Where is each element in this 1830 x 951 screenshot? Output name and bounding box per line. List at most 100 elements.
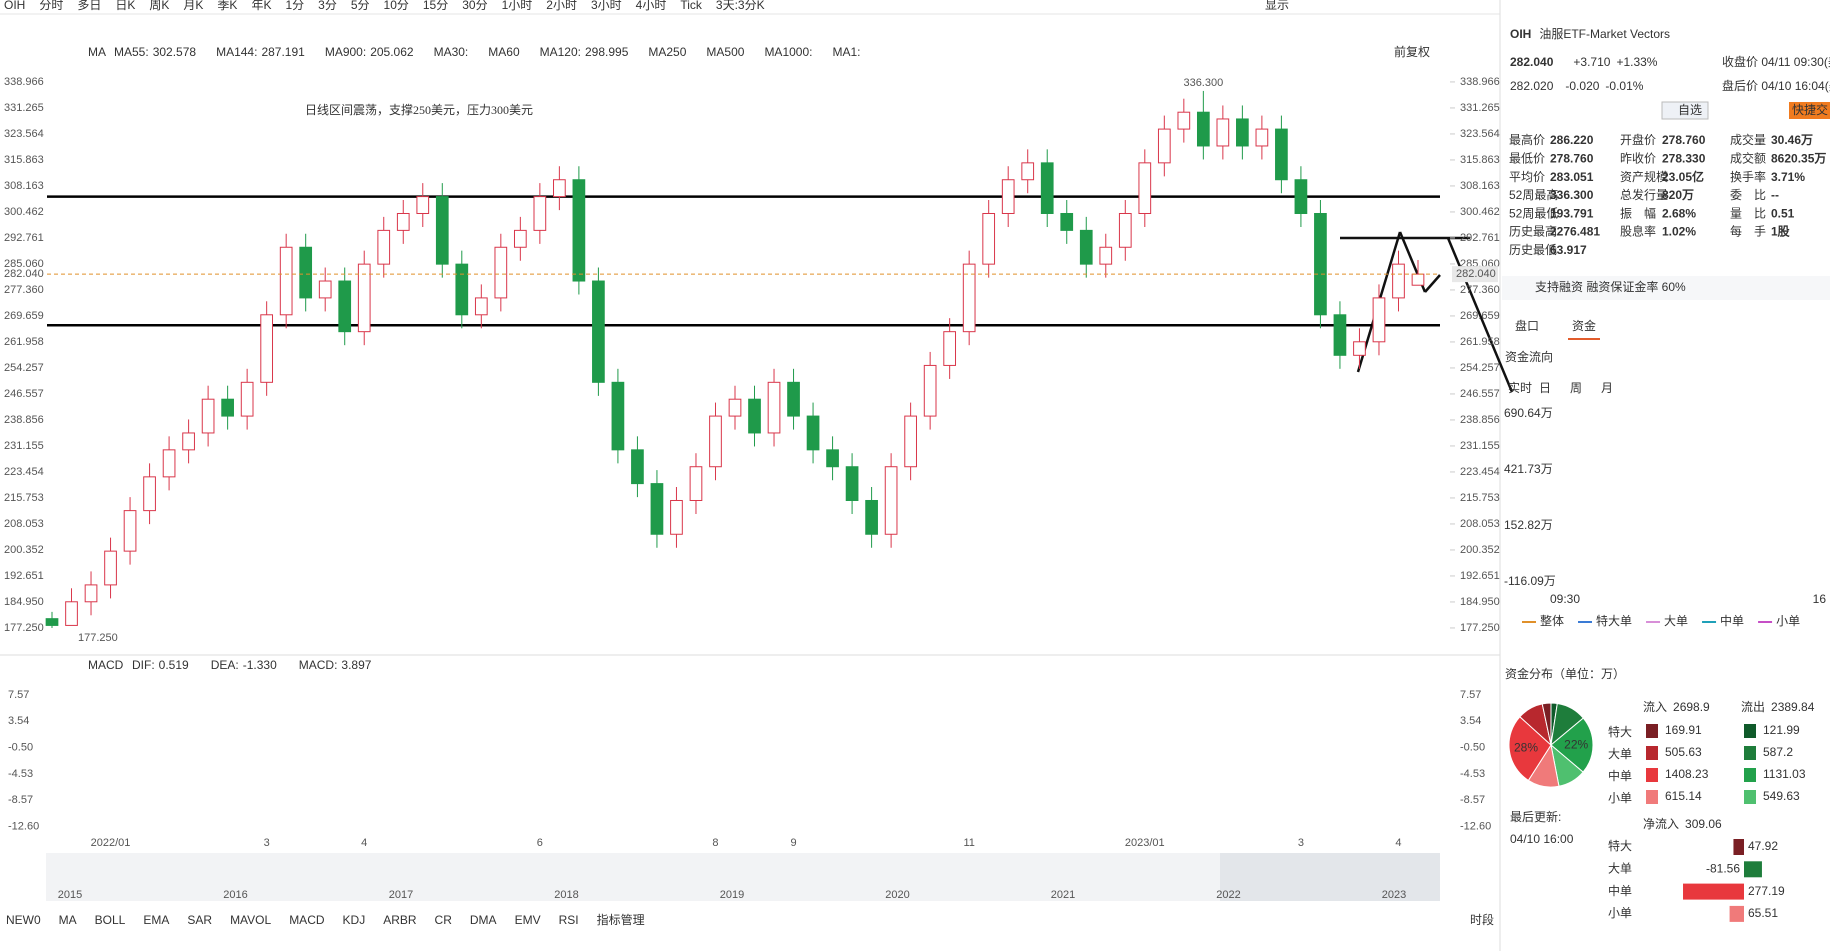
chart-annotation: 日线区间震荡，支撑250美元，压力300美元 <box>305 102 533 117</box>
net-value: 277.19 <box>1748 884 1785 898</box>
y-tick-label-right: 254.257 <box>1460 362 1500 374</box>
indicator-tab[interactable]: MAVOL <box>230 913 271 927</box>
toolbar-item[interactable]: Tick <box>680 0 703 12</box>
net-row-label: 特大 <box>1608 838 1632 853</box>
ma-name[interactable]: MA55: <box>114 45 149 59</box>
indicator-tab[interactable]: BOLL <box>95 913 126 927</box>
candle-body <box>650 483 664 535</box>
toolbar-item[interactable]: 月K <box>183 0 203 12</box>
ma-name[interactable]: MA500 <box>706 45 744 59</box>
quick-trade[interactable] <box>1789 102 1830 119</box>
toolbar-item[interactable]: 3小时 <box>591 0 622 12</box>
macd-tick-label-right: -12.60 <box>1460 820 1491 832</box>
indicator-tab[interactable]: ARBR <box>383 913 417 927</box>
y-tick-label: 269.659 <box>4 310 44 322</box>
flow-period[interactable]: 月 <box>1601 381 1613 395</box>
navigator-window[interactable] <box>1220 853 1440 901</box>
indicator-tab[interactable]: MA <box>59 913 77 927</box>
y-tick-label: 231.155 <box>4 440 44 452</box>
macd-tick-label: -8.57 <box>8 794 33 806</box>
indicator-tab[interactable]: KDJ <box>343 913 366 927</box>
quick-trade-label[interactable]: 快捷交 <box>1792 102 1828 117</box>
flow-row-label: 特大 <box>1608 724 1632 739</box>
toolbar-item[interactable]: 3天:3分K <box>716 0 765 12</box>
ma-name[interactable]: MA120: <box>540 45 581 59</box>
x-tick-label: 2022/01 <box>91 837 131 849</box>
flow-period[interactable]: 实时 <box>1508 380 1532 395</box>
period-button[interactable]: 时段 <box>1470 912 1494 927</box>
watch-label[interactable]: 自选 <box>1678 103 1702 117</box>
ma-name[interactable]: MA144: <box>216 45 257 59</box>
candle-body <box>1157 128 1171 164</box>
indicator-tab[interactable]: DMA <box>470 913 497 927</box>
adjust[interactable]: 前复权 <box>1394 44 1430 59</box>
tab[interactable]: 盘口 <box>1515 318 1539 333</box>
change: +3.710 <box>1573 55 1610 69</box>
macd-tick-label: -12.60 <box>8 820 39 832</box>
flow-swatch <box>1646 746 1658 760</box>
navigator[interactable] <box>46 853 1440 901</box>
candle-body <box>45 618 59 626</box>
toolbar-item[interactable]: 季K <box>217 0 237 12</box>
ma-label: MA <box>88 45 106 59</box>
indicator-tab[interactable]: CR <box>435 913 453 927</box>
pie-label: 22% <box>1564 737 1588 751</box>
toolbar-right[interactable]: 显示 <box>1265 0 1289 12</box>
indicator-tab[interactable]: NEW0 <box>6 913 41 927</box>
y-tick-label: 323.564 <box>4 128 44 140</box>
candle-body <box>787 381 800 417</box>
candle-body <box>767 381 781 434</box>
indicator-tab[interactable]: EMA <box>143 913 169 927</box>
y-tick-label-right: 215.753 <box>1460 492 1500 504</box>
candle-body <box>709 415 722 468</box>
y-tick-label-right: 331.265 <box>1460 102 1500 114</box>
indicator-tab[interactable]: MACD <box>289 913 325 927</box>
flow-period[interactable]: 日 <box>1539 381 1551 395</box>
security-name: 油服ETF-Market Vectors <box>1539 27 1670 41</box>
toolbar-item[interactable]: 日K <box>115 0 135 12</box>
toolbar-item[interactable]: 年K <box>251 0 271 12</box>
y-tick-label: 200.352 <box>4 544 44 556</box>
net-value: -81.56 <box>1706 861 1740 875</box>
macd-tick-label: 3.54 <box>8 715 29 727</box>
flow-period[interactable]: 周 <box>1570 381 1582 395</box>
flow-swatch <box>1744 790 1756 804</box>
ma-name[interactable]: MA1000: <box>764 45 812 59</box>
stat-label: 最低价 <box>1509 151 1545 165</box>
y-tick-label-right: 238.856 <box>1460 414 1500 426</box>
candle-body <box>611 381 625 451</box>
y-tick-label: 215.753 <box>4 492 44 504</box>
y-tick-label: 331.265 <box>4 102 44 114</box>
stat-value: 8620.35万 <box>1771 151 1826 165</box>
tab[interactable]: 资金 <box>1572 318 1596 333</box>
indicator-tab[interactable]: 指标管理 <box>597 912 645 927</box>
indicator-tab[interactable]: RSI <box>559 913 579 927</box>
toolbar-item[interactable]: 1分 <box>285 0 304 12</box>
toolbar-item[interactable]: 3分 <box>318 0 337 12</box>
indicator-tab[interactable]: SAR <box>187 913 212 927</box>
toolbar-item[interactable]: 分时 <box>39 0 63 12</box>
toolbar-item[interactable]: 5分 <box>351 0 370 12</box>
macd-name: DIF: <box>132 658 155 672</box>
watch-button[interactable] <box>1661 101 1709 120</box>
toolbar-item[interactable]: 30分 <box>462 0 487 12</box>
ma-name[interactable]: MA900: <box>325 45 366 59</box>
toolbar-item[interactable]: 15分 <box>423 0 448 12</box>
toolbar-item[interactable]: 周K <box>149 0 169 12</box>
macd-name: MACD: <box>299 658 338 672</box>
ma-name[interactable]: MA1: <box>832 45 860 59</box>
indicator-tab[interactable]: EMV <box>515 913 541 927</box>
y-tick-label: 261.958 <box>4 336 44 348</box>
flow-swatch <box>1646 790 1658 804</box>
toolbar-item[interactable]: 2小时 <box>546 0 577 12</box>
candle-body <box>572 179 586 282</box>
toolbar-item[interactable]: 4小时 <box>636 0 667 12</box>
toolbar-item[interactable]: 1小时 <box>502 0 533 12</box>
toolbar-item[interactable]: 多日 <box>77 0 101 12</box>
ma-name[interactable]: MA60 <box>488 45 520 59</box>
ma-name[interactable]: MA250 <box>648 45 686 59</box>
toolbar-item[interactable]: OIH <box>4 0 25 12</box>
ma-name[interactable]: MA30: <box>434 45 469 59</box>
toolbar-item[interactable]: 10分 <box>384 0 409 12</box>
candle-body <box>1236 118 1249 147</box>
